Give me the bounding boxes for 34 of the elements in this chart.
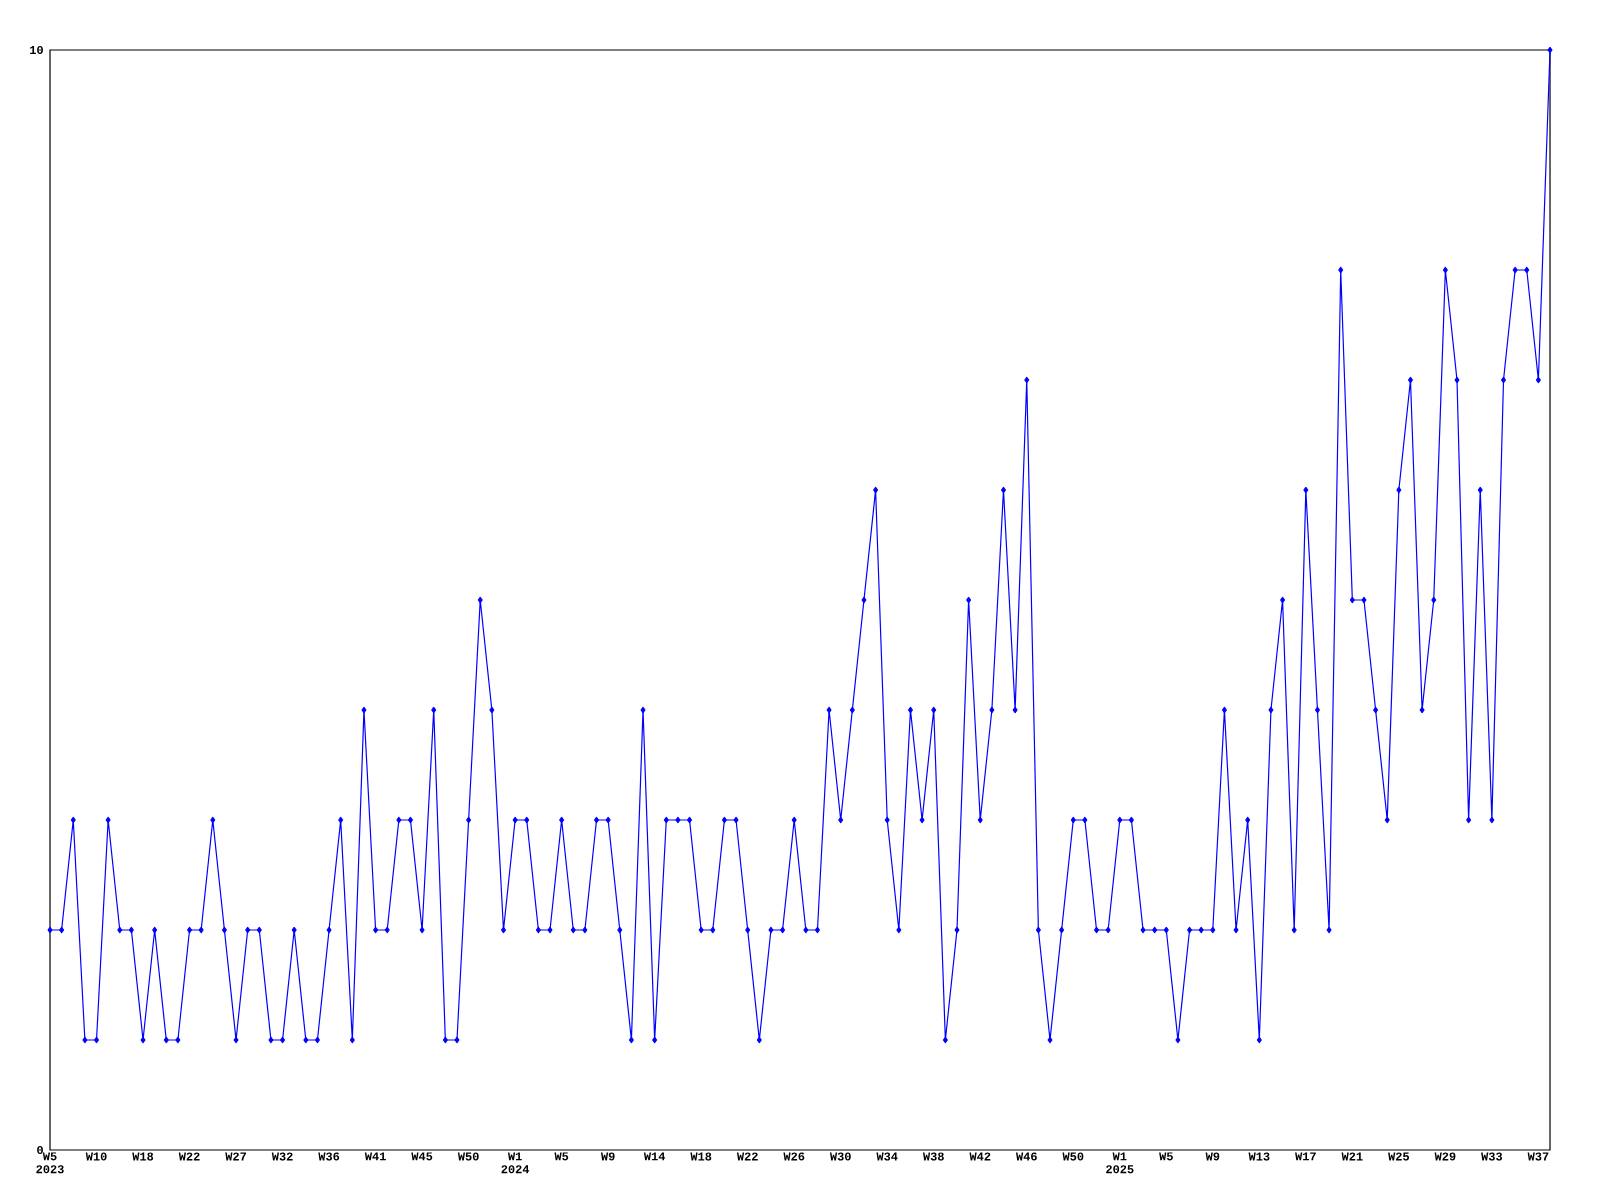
y-tick-label: 10 xyxy=(30,45,43,55)
x-tick-label: W32 xyxy=(271,1152,293,1161)
x-tick-label: W36 xyxy=(318,1152,340,1161)
x-tick-label: W22 xyxy=(178,1152,200,1161)
x-tick-label: W26 xyxy=(783,1152,805,1161)
x-tick-label: W18 xyxy=(132,1152,154,1161)
x-tick-label: W9 xyxy=(600,1152,615,1161)
y-tick-label: 0 xyxy=(37,1145,43,1155)
x-tick-label: W41 xyxy=(364,1152,386,1161)
x-tick-label: W46 xyxy=(1016,1152,1037,1161)
x-tick-label: W10 xyxy=(85,1152,107,1161)
x-tick-label: W38 xyxy=(922,1152,944,1161)
x-tick-label: W34 xyxy=(876,1152,898,1161)
x-tick-label: W5 xyxy=(554,1152,569,1161)
x-tick-label: W22 xyxy=(736,1152,758,1161)
x-tick-label: W25 xyxy=(1388,1152,1409,1161)
x-tick-label: W27 xyxy=(225,1152,247,1161)
x-tick-label: W17 xyxy=(1295,1152,1316,1161)
x-tick-label: W42 xyxy=(969,1152,991,1161)
x-tick-label: W50 xyxy=(457,1152,479,1161)
x-tick-label: W18 xyxy=(690,1152,712,1161)
x-tick-label: W14 xyxy=(643,1152,666,1161)
x-tick-label: W21 xyxy=(1341,1152,1363,1161)
x-tick-label: W1 2025 xyxy=(1106,1152,1134,1174)
x-tick-label: W33 xyxy=(1481,1152,1503,1161)
x-tick-label: W29 xyxy=(1434,1152,1456,1161)
x-tick-label: W45 xyxy=(411,1152,433,1161)
x-tick-label: W5 xyxy=(1159,1152,1173,1161)
x-tick-label: W9 xyxy=(1205,1152,1220,1161)
x-tick-label: W13 xyxy=(1248,1152,1270,1161)
x-tick-label: W50 xyxy=(1062,1152,1084,1161)
x-tick-label: W30 xyxy=(829,1152,851,1161)
x-tick-label: W1 2024 xyxy=(501,1152,530,1174)
x-tick-label: W37 xyxy=(1527,1152,1549,1161)
